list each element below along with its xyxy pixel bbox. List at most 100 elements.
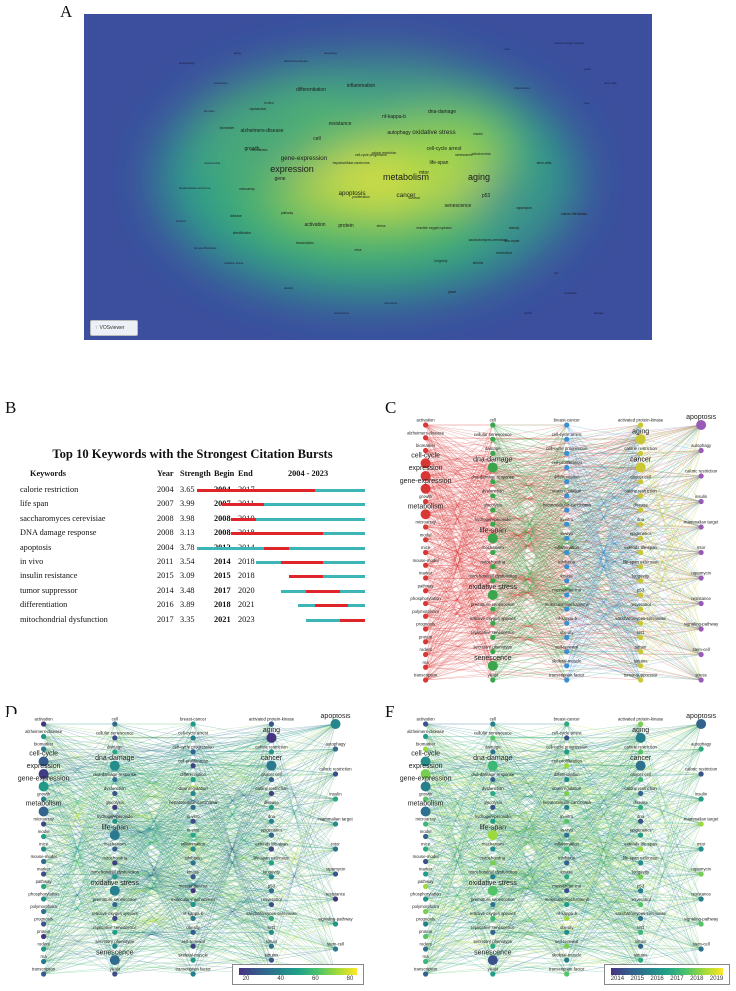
network-link [193,848,336,864]
network-link [271,835,336,950]
network-link [640,603,702,666]
network-link [640,873,702,947]
network-node [638,790,644,797]
network-node [490,790,496,797]
network-link [425,552,567,668]
network-node [564,790,570,797]
network-link [43,959,272,975]
network-link [566,793,702,975]
network-label: sirt1 [637,630,646,635]
network-label: mitochondria [480,559,505,564]
network-link [425,641,702,681]
network-link [425,450,493,496]
panel-letter-b: B [5,398,17,417]
network-link [271,765,336,900]
density-label: protein [338,223,354,229]
network-link [271,748,336,850]
network-node [109,955,120,966]
network-link [271,773,336,905]
network-link [271,773,336,808]
network-label: caloric restriction [685,469,718,474]
network-label: dna-damage [95,755,134,762]
network-link [425,723,493,900]
network-link [43,737,194,975]
colorbar-d: 20 40 60 80 [232,964,364,985]
network-node [698,447,704,454]
network-link [43,793,272,950]
network-link [492,737,702,975]
network-link [425,765,493,787]
network-node [332,796,339,802]
network-node [423,588,429,594]
density-faint-label: survival [176,219,186,223]
network-node [423,677,429,683]
network-node [638,957,644,963]
density-label: mice [355,248,362,252]
citation-burst-table: Top 10 Keywords with the Strongest Citat… [20,447,365,642]
network-label: oxidative stress [469,584,518,591]
network-label: rna [422,954,429,959]
network-link [192,723,336,905]
network-link [192,798,336,961]
burst-strength: 3.13 [180,528,195,538]
network-label: caloric restriction [625,488,658,493]
network-link [492,424,567,652]
network-label: expression [27,763,61,770]
network-link [566,501,702,596]
network-link [425,439,493,566]
network-link [492,737,641,891]
network-node [332,746,339,752]
network-link [425,495,567,655]
network-link [566,424,641,511]
network-link [425,904,641,962]
network-link [425,463,493,482]
network-node [638,888,644,894]
network-link [492,923,702,961]
network-label: secretory phenotype [473,644,513,649]
burst-end: 2020 [238,585,255,595]
network-label: in-vitro [560,517,574,522]
network-link [566,748,702,822]
network-label: inflammation [555,545,580,550]
network-link [566,424,702,451]
header-keywords: Keywords [30,469,66,478]
network-link [425,898,702,950]
network-link [640,424,702,567]
network-link [566,439,702,553]
network-node [423,871,429,877]
network-node [190,888,196,894]
network-label: cancer [261,755,283,762]
network-node [564,929,570,935]
network-link [43,751,115,937]
burst-end: 2018 [238,557,255,566]
network-link [193,834,336,850]
density-faint-label: reactive oxygen species [554,41,584,45]
network-link [425,737,493,975]
network-node [420,806,431,817]
network-link [640,424,702,638]
network-label: nf-kappa-b [556,616,577,621]
density-faint-label: inflammation [514,86,530,90]
network-label: dna-damage [473,755,512,762]
network-label: alzheimers-disease [407,430,445,435]
network-node [423,562,429,568]
network-link [425,723,567,750]
network-link [492,438,702,502]
network-label: glycolysis [484,800,502,805]
network-link [566,904,702,950]
network-link [425,751,493,962]
network-link [640,526,702,610]
network-link [566,475,702,610]
network-link [425,475,702,655]
network-node [564,832,570,838]
network-link [640,475,702,638]
network-node [423,971,429,977]
network-link [425,467,493,566]
network-label: microarray [415,520,436,525]
network-link [43,723,115,875]
burst-keyword: in vivo [20,557,44,566]
density-faint-label: stem-cells [604,81,617,85]
network-label: activated protein-kinase [249,717,295,722]
